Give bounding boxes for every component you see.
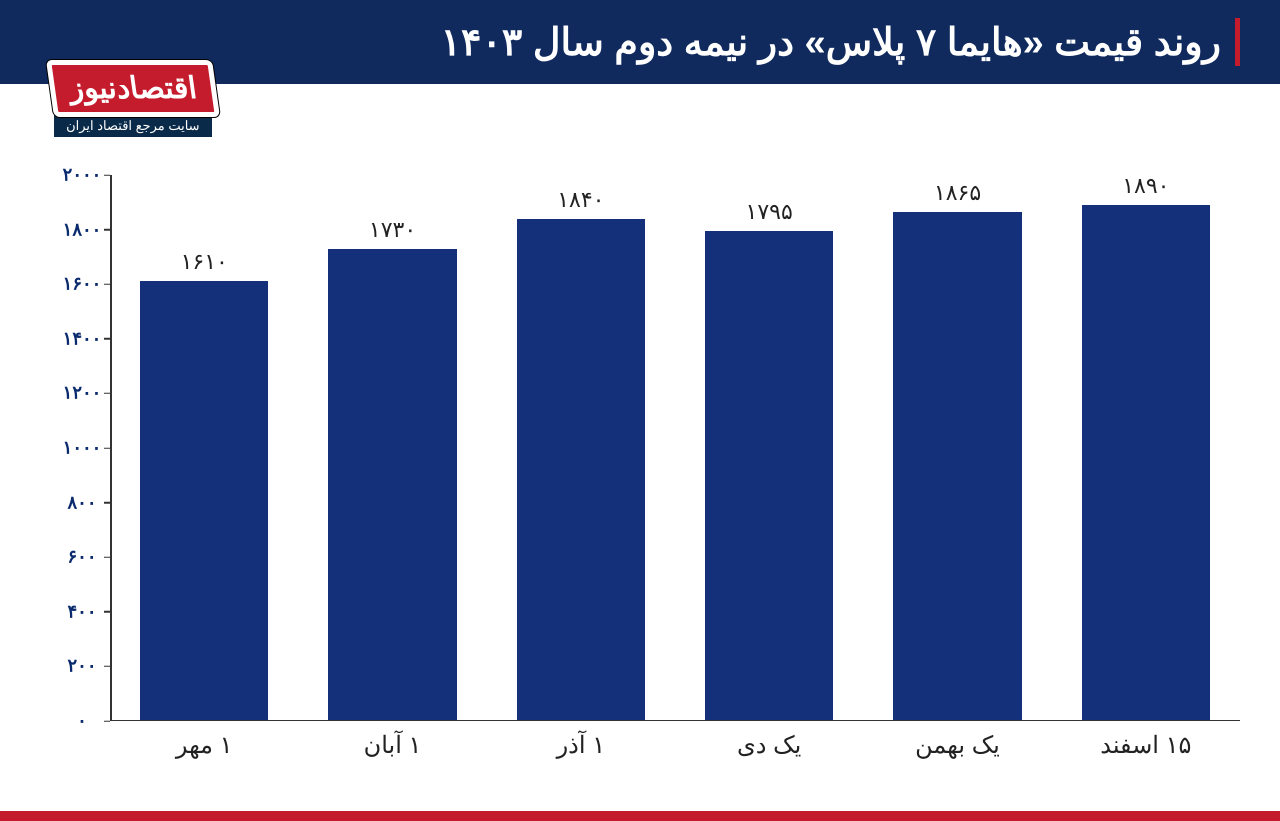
x-axis-label: ۱ مهر	[110, 725, 298, 761]
bottom-accent-bar	[0, 811, 1280, 821]
bar-value-label: ۱۶۱۰	[110, 249, 298, 275]
y-tick-label: ۱۸۰۰	[60, 219, 104, 240]
chart-title: روند قیمت «هایما ۷ پلاس» در نیمه دوم سال…	[441, 20, 1221, 65]
site-logo: اقتصادنیوز سایت مرجع اقتصاد ایران	[50, 60, 216, 139]
bar-slot: ۱۷۹۵	[675, 175, 863, 720]
plot: ۱۸۹۰۱۸۶۵۱۷۹۵۱۸۴۰۱۷۳۰۱۶۱۰	[110, 175, 1240, 721]
bar-slot: ۱۸۴۰	[487, 175, 675, 720]
x-axis-label: ۱ آذر	[487, 725, 675, 761]
bar-slot: ۱۸۶۵	[863, 175, 1051, 720]
bar	[140, 281, 268, 720]
bar-slot: ۱۷۳۰	[298, 175, 486, 720]
y-tick-label: ۱۲۰۰	[60, 383, 104, 404]
bar	[1082, 205, 1210, 720]
x-axis-label: ۱ آبان	[298, 725, 486, 761]
bar-value-label: ۱۷۳۰	[298, 217, 486, 243]
title-accent-bar	[1235, 18, 1240, 66]
bars-group: ۱۸۹۰۱۸۶۵۱۷۹۵۱۸۴۰۱۷۳۰۱۶۱۰	[110, 175, 1240, 720]
bar	[517, 219, 645, 720]
x-axis-label: یک بهمن	[863, 725, 1051, 761]
chart-container: ۰۲۰۰۴۰۰۶۰۰۸۰۰۱۰۰۰۱۲۰۰۱۴۰۰۱۶۰۰۱۸۰۰۲۰۰۰ ۱۸…	[60, 175, 1250, 761]
bar	[705, 231, 833, 720]
x-axis-labels: ۱۵ اسفندیک بهمنیک دی۱ آذر۱ آبان۱ مهر	[110, 725, 1240, 761]
x-axis-label: ۱۵ اسفند	[1052, 725, 1240, 761]
bar	[893, 212, 1021, 720]
y-tick-label: ۶۰۰	[60, 547, 104, 568]
bar-slot: ۱۶۱۰	[110, 175, 298, 720]
bar-slot: ۱۸۹۰	[1052, 175, 1240, 720]
y-tick-label: ۰	[60, 711, 104, 732]
y-tick-label: ۲۰۰۰	[60, 165, 104, 186]
bar-value-label: ۱۸۴۰	[487, 187, 675, 213]
chart-plot-area: ۱۸۹۰۱۸۶۵۱۷۹۵۱۸۴۰۱۷۳۰۱۶۱۰	[110, 175, 1240, 721]
x-axis-label: یک دی	[675, 725, 863, 761]
title-wrap: روند قیمت «هایما ۷ پلاس» در نیمه دوم سال…	[40, 18, 1240, 66]
bar-value-label: ۱۸۹۰	[1052, 173, 1240, 199]
y-tick-label: ۸۰۰	[60, 492, 104, 513]
bar-value-label: ۱۷۹۵	[675, 199, 863, 225]
y-tick-label: ۱۰۰۰	[60, 438, 104, 459]
y-tick-label: ۱۴۰۰	[60, 328, 104, 349]
y-tick-label: ۲۰۰	[60, 656, 104, 677]
y-tick-label: ۴۰۰	[60, 601, 104, 622]
bar-value-label: ۱۸۶۵	[863, 180, 1051, 206]
bar	[328, 249, 456, 720]
y-axis-ticks: ۰۲۰۰۴۰۰۶۰۰۸۰۰۱۰۰۰۱۲۰۰۱۴۰۰۱۶۰۰۱۸۰۰۲۰۰۰	[60, 175, 106, 721]
y-tick-label: ۱۶۰۰	[60, 274, 104, 295]
logo-main-text: اقتصادنیوز	[46, 60, 220, 117]
